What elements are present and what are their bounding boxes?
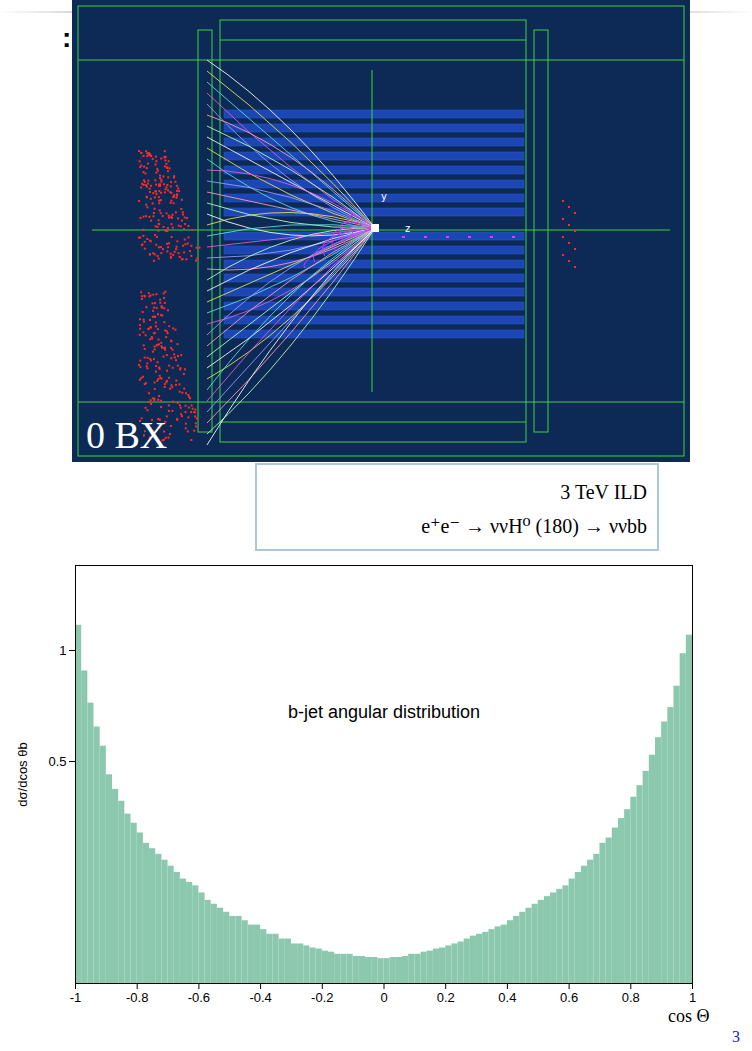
html-text:e⁺e⁻ → ννH⁰ (180) → ννbb: e⁺e⁻ → ννH⁰ (180) → ννbb <box>421 515 647 537</box>
svg-text:1: 1 <box>59 643 66 658</box>
svg-text:0.6: 0.6 <box>560 990 578 1005</box>
svg-text:-0.4: -0.4 <box>249 990 271 1005</box>
svg-text:-0.2: -0.2 <box>311 990 333 1005</box>
svg-text:y: y <box>381 191 387 202</box>
svg-text:cos Θ: cos Θ <box>668 1006 710 1026</box>
svg-text:0 BX: 0 BX <box>86 414 167 456</box>
svg-text:0.5: 0.5 <box>48 754 66 769</box>
svg-text:z: z <box>405 223 410 234</box>
svg-text:0: 0 <box>380 990 387 1005</box>
svg-text:0.8: 0.8 <box>622 990 640 1005</box>
svg-text:1: 1 <box>689 990 696 1005</box>
html-text:3: 3 <box>732 1028 740 1045</box>
svg-text:dσ/dcos θb: dσ/dcos θb <box>15 742 30 806</box>
svg-text:-1: -1 <box>70 990 82 1005</box>
svg-text:0.2: 0.2 <box>437 990 455 1005</box>
svg-text:0.4: 0.4 <box>498 990 516 1005</box>
svg-text:-0.6: -0.6 <box>188 990 210 1005</box>
svg-text:b-jet angular distribution: b-jet angular distribution <box>288 702 480 722</box>
html-text:3 TeV ILD: 3 TeV ILD <box>560 481 647 503</box>
svg-text:-0.8: -0.8 <box>126 990 148 1005</box>
